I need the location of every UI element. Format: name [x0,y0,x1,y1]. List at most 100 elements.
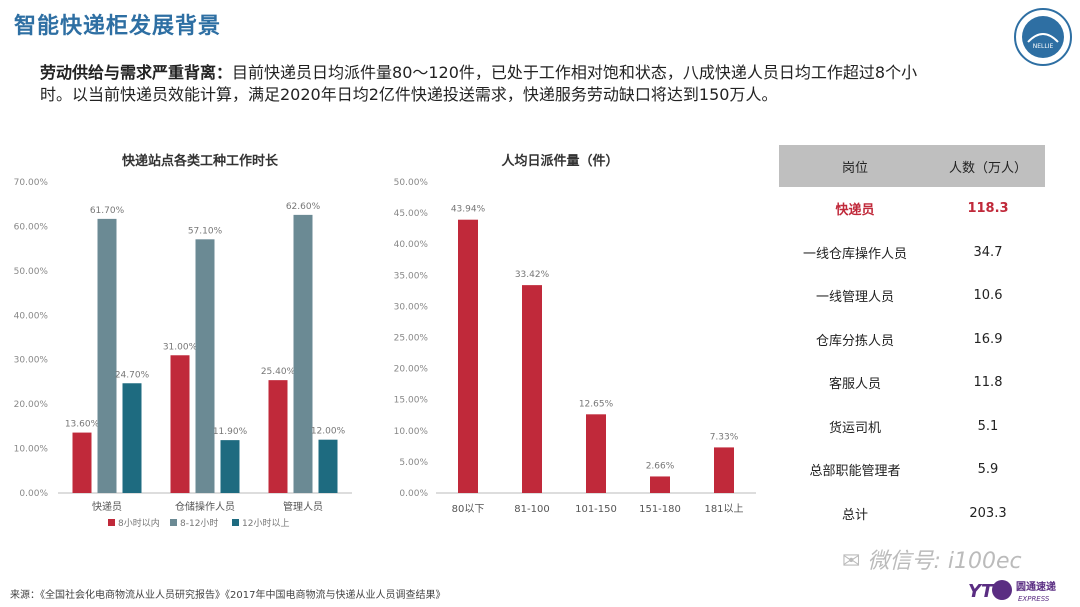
x-tick-label: 181以上 [704,503,743,515]
data-label: 24.70% [115,370,150,380]
bar [714,447,734,493]
yto-logo-icon: YT 圆通速递 EXPRESS [968,580,1056,603]
labor-gap-table: 岗位 人数（万人） 快递员 118.3 一线仓库操作人员 34.7 一线管理人员 10… [779,145,1045,535]
bar [122,383,142,493]
y-tick-label: 0.00% [19,489,48,499]
y-tick-label: 15.00% [394,396,429,406]
y-tick-label: 10.00% [14,445,49,455]
bar [650,476,670,493]
data-label: 33.42% [515,270,550,280]
bar [195,239,215,493]
table-row: 一线管理人员 10.6 [779,274,1045,318]
table-row: 总计 203.3 [779,492,1045,536]
table-row: 客服人员 11.8 [779,361,1045,405]
yto-brand-sub: EXPRESS [1018,595,1050,603]
source-note: 来源：《全国社会化电商物流从业人员研究报告》《2017年中国电商物流与快递从业人… [10,590,446,601]
data-label: 43.94% [451,205,486,215]
y-tick-label: 40.00% [14,311,49,321]
row-count: 5.1 [977,418,999,434]
y-tick-label: 10.00% [394,427,429,437]
legend-swatch [108,519,115,526]
legend-label: 8-12小时 [180,517,218,529]
bar [318,439,338,493]
data-label: 13.60% [65,420,100,430]
row-count: 16.9 [973,331,1003,347]
y-tick-label: 5.00% [399,458,428,468]
x-tick-label: 管理人员 [283,500,323,513]
table-row: 一线仓库操作人员 34.7 [779,231,1045,275]
wechat-watermark: ✉ 微信号: i100ec [842,543,1022,575]
bar [72,432,92,493]
wechat-id: 微信号: i100ec [867,549,1022,574]
data-label: 7.33% [710,432,739,442]
row-count: 11.8 [973,375,1003,391]
data-label: 62.60% [286,202,321,212]
x-tick-label: 81-100 [514,504,549,515]
row-role: 一线仓库操作人员 [802,246,907,262]
row-count: 118.3 [967,201,1009,217]
y-tick-label: 0.00% [399,489,428,499]
intro-paragraph: 劳动供给与需求严重背离：目前快递员日均派件量80～120件，已处于工作相对饱和状… [40,62,940,106]
y-tick-label: 25.00% [394,334,429,344]
y-tick-label: 30.00% [394,302,429,312]
legend-label: 12小时以上 [242,517,289,529]
data-label: 2.66% [646,461,675,471]
yto-brand: 圆通速递 [1016,580,1056,593]
table-row: 仓库分拣人员 16.9 [779,318,1045,362]
intro-bold: 劳动供给与需求严重背离： [40,63,233,82]
bar [268,380,288,493]
row-role: 仓库分拣人员 [815,333,894,349]
row-count: 10.6 [973,288,1003,304]
row-count: 34.7 [973,244,1003,260]
wechat-icon: ✉ [842,549,861,574]
legend-swatch [170,519,177,526]
table-row: 货运司机 5.1 [779,405,1045,449]
chart2-daily-deliveries: 0.00% 5.00% 10.00% 15.00% 20.00% 25.00% 30.00%… [394,178,756,515]
x-tick-label: 快递员 [92,500,122,513]
page-title: 智能快递柜发展背景 [14,14,222,39]
bar [220,440,240,493]
data-label: 12.00% [311,427,346,437]
row-role: 客服人员 [828,377,881,393]
row-role: 总计 [841,507,868,523]
chart1-work-hours: 0.00% 10.00% 20.00% 30.00% 40.00% 50.00% 60.00… [14,178,352,529]
bar [293,214,313,493]
table-header-count: 人数（万人） [931,145,1045,187]
y-tick-label: 70.00% [14,178,49,188]
x-tick-label: 101-150 [575,504,617,515]
y-tick-label: 50.00% [394,178,429,188]
bar [522,285,542,493]
table-row: 快递员 118.3 [779,187,1045,231]
table-row: 总部职能管理者 5.9 [779,448,1045,492]
y-tick-label: 20.00% [14,400,49,410]
bar [170,355,190,493]
table-header-role: 岗位 [779,145,931,187]
data-label: 31.00% [163,342,198,352]
row-role: 快递员 [835,203,875,219]
bar [97,218,117,493]
y-tick-label: 50.00% [14,267,49,277]
data-label: 61.70% [90,206,125,216]
x-tick-label: 仓储操作人员 [175,500,235,513]
y-tick-label: 45.00% [394,209,429,219]
row-role: 总部职能管理者 [809,464,901,480]
row-role: 一线管理人员 [815,290,894,306]
data-label: 12.65% [579,399,614,409]
chart1-title: 快递站点各类工种工作时长 [121,154,278,169]
x-tick-label: 151-180 [639,504,681,515]
y-tick-label: 60.00% [14,222,49,232]
legend-label: 8小时以内 [118,517,160,529]
y-tick-label: 35.00% [394,271,429,281]
logo-text: NELLIE [1033,43,1054,50]
row-count: 5.9 [977,462,999,478]
chart2-title: 人均日派件量（件） [501,154,619,169]
x-tick-label: 80以下 [452,504,485,515]
y-tick-label: 40.00% [394,240,429,250]
row-count: 203.3 [969,505,1007,521]
svg-text:YT: YT [968,581,995,602]
legend-swatch [232,519,239,526]
row-role: 货运司机 [828,420,881,436]
data-label: 57.10% [188,226,223,236]
association-logo-icon: NELLIE [1014,8,1072,66]
bar [586,414,606,493]
